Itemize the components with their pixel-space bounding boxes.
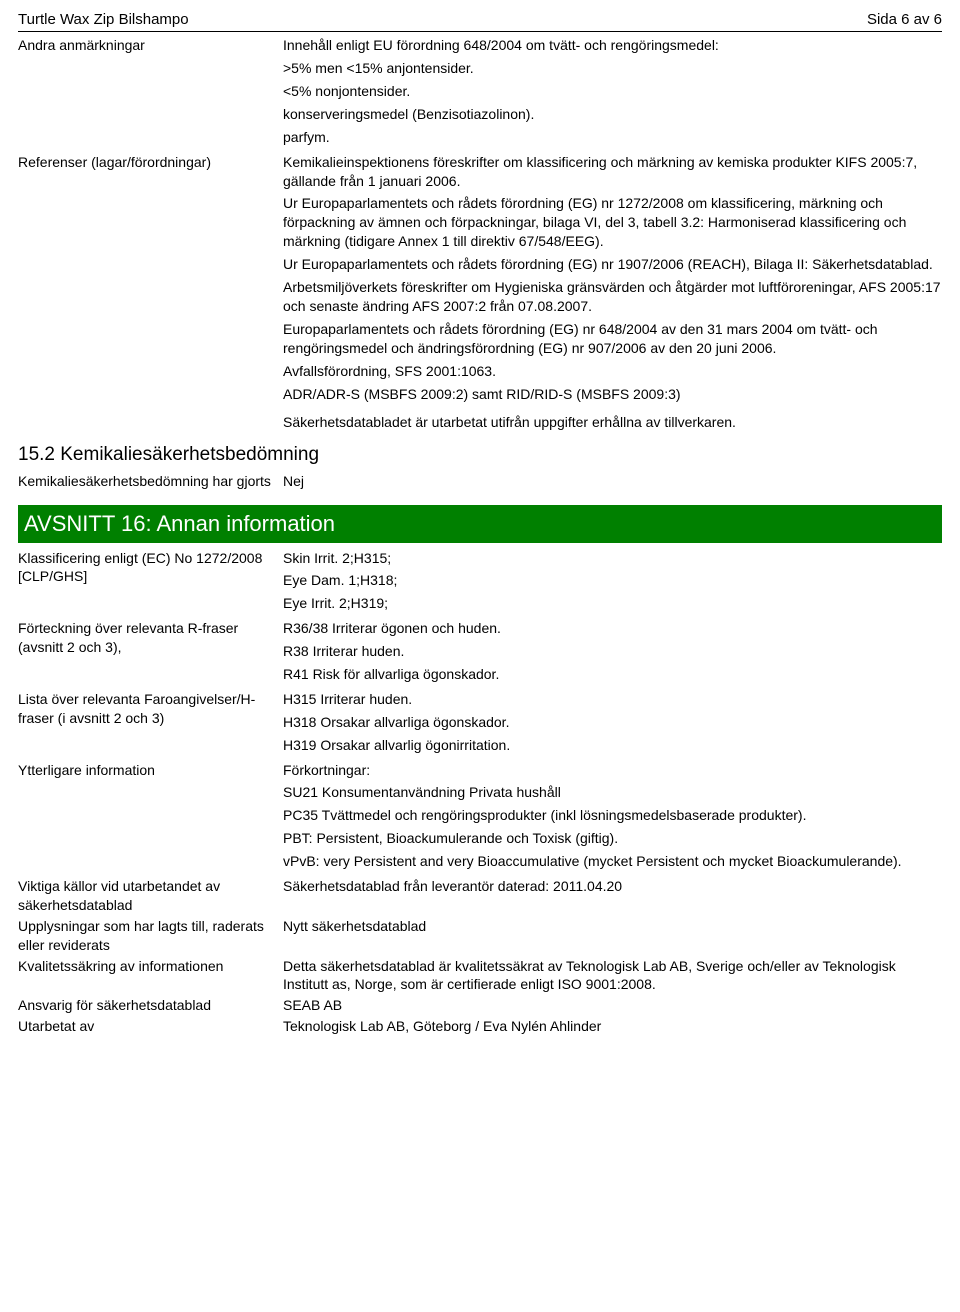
label-kemikalie-bedomning: Kemikaliesäkerhetsbedömning har gjorts xyxy=(18,472,283,491)
text-line: Eye Dam. 1;H318; xyxy=(283,571,942,590)
text-line: konserveringsmedel (Benzisotiazolinon). xyxy=(283,105,942,124)
label-r-fraser: Förteckning över relevanta R-fraser (avs… xyxy=(18,619,283,688)
value-referenser: Kemikalieinspektionens föreskrifter om k… xyxy=(283,153,942,437)
label-kallor: Viktiga källor vid utarbetandet av säker… xyxy=(18,877,283,915)
text-line: Förkortningar: xyxy=(283,761,942,780)
row-ytterligare-info: Ytterligare information Förkortningar: S… xyxy=(18,761,942,875)
label-referenser: Referenser (lagar/förordningar) xyxy=(18,153,283,437)
text-line: Innehåll enligt EU förordning 648/2004 o… xyxy=(283,36,942,55)
text-line: H318 Orsakar allvarliga ögonskador. xyxy=(283,713,942,732)
text-line: Avfallsförordning, SFS 2001:1063. xyxy=(283,362,942,381)
row-h-fraser: Lista över relevanta Faroangivelser/H-fr… xyxy=(18,690,942,759)
row-r-fraser: Förteckning över relevanta R-fraser (avs… xyxy=(18,619,942,688)
value-h-fraser: H315 Irriterar huden. H318 Orsakar allva… xyxy=(283,690,942,759)
text-line: Skin Irrit. 2;H315; xyxy=(283,549,942,568)
row-kemikalie-bedomning: Kemikaliesäkerhetsbedömning har gjorts N… xyxy=(18,472,942,491)
text-line: <5% nonjontensider. xyxy=(283,82,942,101)
text-line: Eye Irrit. 2;H319; xyxy=(283,594,942,613)
row-utarbetat-av: Utarbetat av Teknologisk Lab AB, Götebor… xyxy=(18,1017,942,1036)
value-klassificering: Skin Irrit. 2;H315; Eye Dam. 1;H318; Eye… xyxy=(283,549,942,618)
label-ansvarig: Ansvarig för säkerhetsdatablad xyxy=(18,996,283,1015)
label-ytterligare-info: Ytterligare information xyxy=(18,761,283,875)
value-ytterligare-info: Förkortningar: SU21 Konsumentanvändning … xyxy=(283,761,942,875)
row-kvalitetssakring: Kvalitetssäkring av informationen Detta … xyxy=(18,957,942,995)
text-line: R38 Irriterar huden. xyxy=(283,642,942,661)
text-line: R41 Risk för allvarliga ögonskador. xyxy=(283,665,942,684)
label-h-fraser: Lista över relevanta Faroangivelser/H-fr… xyxy=(18,690,283,759)
text-line: >5% men <15% anjontensider. xyxy=(283,59,942,78)
value-kallor: Säkerhetsdatablad från leverantör datera… xyxy=(283,877,942,915)
label-andra-anmarkningar: Andra anmärkningar xyxy=(18,36,283,150)
text-line: PBT: Persistent, Bioackumulerande och To… xyxy=(283,829,942,848)
label-kvalitetssakring: Kvalitetssäkring av informationen xyxy=(18,957,283,995)
value-kvalitetssakring: Detta säkerhetsdatablad är kvalitetssäkr… xyxy=(283,957,942,995)
page-header: Turtle Wax Zip Bilshampo Sida 6 av 6 xyxy=(18,10,942,32)
value-upplysningar: Nytt säkerhetsdatablad xyxy=(283,917,942,955)
label-klassificering: Klassificering enligt (EC) No 1272/2008 … xyxy=(18,549,283,618)
text-line: vPvB: very Persistent and very Bioaccumu… xyxy=(283,852,942,871)
row-andra-anmarkningar: Andra anmärkningar Innehåll enligt EU fö… xyxy=(18,36,942,150)
page-number: Sida 6 av 6 xyxy=(867,10,942,30)
value-andra-anmarkningar: Innehåll enligt EU förordning 648/2004 o… xyxy=(283,36,942,150)
heading-15-2: 15.2 Kemikaliesäkerhetsbedömning xyxy=(18,442,942,468)
label-utarbetat-av: Utarbetat av xyxy=(18,1017,283,1036)
product-title: Turtle Wax Zip Bilshampo xyxy=(18,10,189,30)
text-line: Ur Europaparlamentets och rådets förordn… xyxy=(283,194,942,251)
row-ansvarig: Ansvarig för säkerhetsdatablad SEAB AB xyxy=(18,996,942,1015)
row-klassificering: Klassificering enligt (EC) No 1272/2008 … xyxy=(18,549,942,618)
text-line: Kemikalieinspektionens föreskrifter om k… xyxy=(283,153,942,191)
value-utarbetat-av: Teknologisk Lab AB, Göteborg / Eva Nylén… xyxy=(283,1017,942,1036)
value-ansvarig: SEAB AB xyxy=(283,996,942,1015)
text-line: SU21 Konsumentanvändning Privata hushåll xyxy=(283,783,942,802)
value-r-fraser: R36/38 Irriterar ögonen och huden. R38 I… xyxy=(283,619,942,688)
text-line: Europaparlamentets och rådets förordning… xyxy=(283,320,942,358)
text-line: PC35 Tvättmedel och rengöringsprodukter … xyxy=(283,806,942,825)
text-line: H315 Irriterar huden. xyxy=(283,690,942,709)
row-upplysningar: Upplysningar som har lagts till, raderat… xyxy=(18,917,942,955)
text-line: H319 Orsakar allvarlig ögonirritation. xyxy=(283,736,942,755)
section-16-header: AVSNITT 16: Annan information xyxy=(18,505,942,543)
text-line: Arbetsmiljöverkets föreskrifter om Hygie… xyxy=(283,278,942,316)
label-upplysningar: Upplysningar som har lagts till, raderat… xyxy=(18,917,283,955)
row-kallor: Viktiga källor vid utarbetandet av säker… xyxy=(18,877,942,915)
row-referenser: Referenser (lagar/förordningar) Kemikali… xyxy=(18,153,942,437)
value-kemikalie-bedomning: Nej xyxy=(283,472,942,491)
text-line: Ur Europaparlamentets och rådets förordn… xyxy=(283,255,942,274)
text-line: Säkerhetsdatabladet är utarbetat utifrån… xyxy=(283,413,942,432)
text-line: R36/38 Irriterar ögonen och huden. xyxy=(283,619,942,638)
text-line: parfym. xyxy=(283,128,942,147)
text-line: ADR/ADR-S (MSBFS 2009:2) samt RID/RID-S … xyxy=(283,385,942,404)
